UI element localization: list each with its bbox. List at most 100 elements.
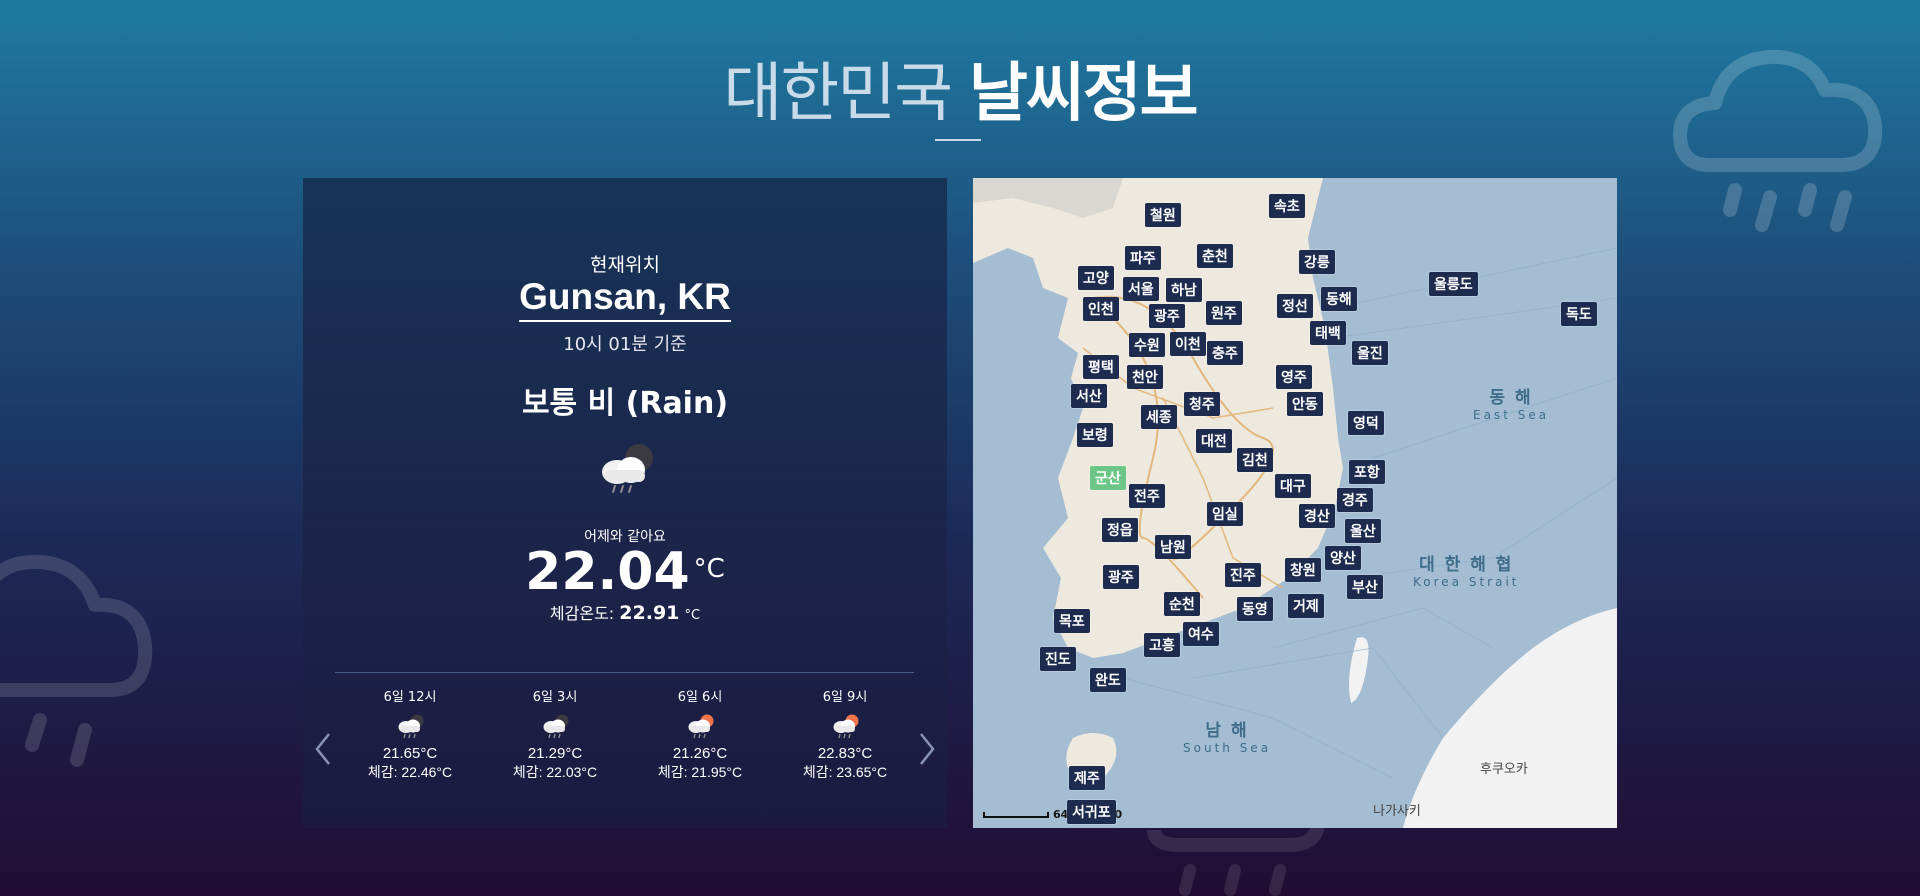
city-marker-yeosu[interactable]: 여수 [1183,622,1219,646]
city-marker-seosan[interactable]: 서산 [1071,384,1107,408]
city-marker-daegu[interactable]: 대구 [1275,474,1311,498]
forecast-feels: 체감: 23.65°C [802,764,888,780]
city-marker-dokdo[interactable]: 독도 [1561,302,1597,326]
city-marker-incheon[interactable]: 인천 [1083,297,1119,321]
forecast-feels: 체감: 22.03°C [512,764,598,780]
base-time: 10시 01분 기준 [563,334,687,355]
city-marker-namwon[interactable]: 남원 [1155,535,1191,559]
city-marker-sejong[interactable]: 세종 [1141,405,1177,429]
forecast-temp: 21.65°C [382,745,438,762]
city-marker-andong[interactable]: 안동 [1287,392,1323,416]
city-marker-ulleungdo[interactable]: 울릉도 [1429,272,1478,296]
city-marker-gimcheon[interactable]: 김천 [1237,448,1273,472]
compare-yesterday: 어제와 같아요 [584,529,666,545]
city-marker-dongyeong[interactable]: 동영 [1237,597,1273,621]
city-marker-yangsan[interactable]: 양산 [1325,546,1361,570]
rain-cloud-decoration-icon [1673,49,1883,232]
page-title: 대한민국 날씨정보 [0,62,1920,126]
city-marker-daejeon[interactable]: 대전 [1196,429,1232,453]
city-marker-sokcho[interactable]: 속초 [1269,194,1305,218]
page-title-light: 대한민국 [723,57,953,131]
chevron-right-icon[interactable] [911,726,941,772]
nagasaki-label: 나가사키 [1373,804,1421,819]
forecast-item: 6일 12시 21.65°C 체감: 22.46°C [350,686,470,782]
city-marker-yeongju[interactable]: 영주 [1276,365,1312,389]
korea-map[interactable]: 동 해 East Sea 대 한 해 협 Korea Strait 남 해 South… [973,178,1617,828]
feels-like-label: 체감온도: [549,604,615,623]
rain-cloud-decoration-icon [1147,823,1325,896]
feels-like-row: 체감온도: 22.91 °C [303,600,947,624]
rain-cloud-night-icon [398,714,424,739]
city-marker-gwangju[interactable]: 광주 [1103,565,1139,589]
rain-cloud-decoration-icon [0,554,153,767]
feels-like-value: 22.91 [619,602,680,624]
city-marker-cheongju[interactable]: 청주 [1184,392,1220,416]
forecast-item: 6일 9시 22.83°C 체감: 23.65°C [785,686,905,782]
forecast-temp: 21.26°C [672,745,728,762]
city-marker-jeongeup[interactable]: 정읍 [1102,518,1138,542]
forecast-feels: 체감: 21.95°C [657,764,743,780]
page-title-bold: 날씨정보 [969,57,1199,131]
east-sea-label: 동 해 East Sea [1473,388,1550,422]
city-marker-seoul[interactable]: 서울 [1123,277,1159,301]
city-marker-taebaek[interactable]: 태백 [1310,321,1346,345]
rain-cloud-night-icon [602,444,653,493]
city-marker-chuncheon[interactable]: 춘천 [1197,244,1233,268]
city-marker-suncheon[interactable]: 순천 [1164,592,1200,616]
city-marker-goyang[interactable]: 고양 [1078,266,1114,290]
forecast-item: 6일 6시 21.26°C 체감: 21.95°C [640,686,760,782]
korea-strait-label: 대 한 해 협 Korea Strait [1413,555,1520,589]
city-marker-gyeongsan[interactable]: 경산 [1299,504,1335,528]
city-marker-gwangju-gg[interactable]: 광주 [1149,304,1185,328]
city-marker-busan[interactable]: 부산 [1347,575,1383,599]
city-marker-pohang[interactable]: 포항 [1349,460,1385,484]
city-marker-pyeongtaek[interactable]: 평택 [1083,355,1119,379]
city-marker-jeju[interactable]: 제주 [1069,766,1105,790]
city-marker-hanam[interactable]: 하남 [1166,278,1202,302]
city-marker-paju[interactable]: 파주 [1125,246,1161,270]
divider [335,672,914,673]
chevron-left-icon[interactable] [309,726,339,772]
city-marker-wonju[interactable]: 원주 [1206,301,1242,325]
forecast-temp: 22.83°C [817,745,873,762]
city-marker-changwon[interactable]: 창원 [1285,558,1321,582]
city-marker-boryeong[interactable]: 보령 [1077,423,1113,447]
city-marker-imsil[interactable]: 임실 [1207,502,1243,526]
city-marker-yeongdeok[interactable]: 영덕 [1348,411,1384,435]
rain-cloud-sun-icon [688,714,714,739]
forecast-temp: 21.29°C [527,745,583,762]
city-marker-jinju[interactable]: 진주 [1225,563,1261,587]
city-marker-seogwipo[interactable]: 서귀포 [1067,800,1116,824]
city-marker-mokpo[interactable]: 목포 [1054,609,1090,633]
city-marker-uljin[interactable]: 울진 [1352,341,1388,365]
south-sea-label: 남 해 South Sea [1183,721,1272,755]
city-marker-chungju[interactable]: 충주 [1207,341,1243,365]
weather-condition: 보통 비 (Rain) [521,386,729,421]
temperature-unit: °C [693,554,725,584]
city-marker-jeonju[interactable]: 전주 [1129,484,1165,508]
city-marker-suwon[interactable]: 수원 [1129,333,1165,357]
current-weather-panel: 현재위치 Gunsan, KR 10시 01분 기준 보통 비 (Rain) 어… [303,178,947,828]
city-marker-goheung[interactable]: 고흥 [1144,633,1180,657]
city-marker-icheon[interactable]: 이천 [1170,332,1206,356]
city-marker-jeongseon[interactable]: 정선 [1277,294,1313,318]
city-marker-ulsan[interactable]: 울산 [1345,519,1381,543]
city-marker-wando[interactable]: 완도 [1090,668,1126,692]
city-marker-jindo[interactable]: 진도 [1040,647,1076,671]
location-caption: 현재위치 [590,254,660,276]
temperature-row: 22.04 °C [303,542,947,602]
feels-like-unit: °C [684,608,701,623]
current-temperature: 22.04 [525,542,690,602]
city-marker-donghae[interactable]: 동해 [1321,287,1357,311]
forecast-item: 6일 3시 21.29°C 체감: 22.03°C [495,686,615,782]
rain-cloud-night-icon [543,714,569,739]
city-marker-cheorwon[interactable]: 철원 [1145,203,1181,227]
city-marker-gyeongju[interactable]: 경주 [1337,488,1373,512]
city-marker-geoje[interactable]: 거제 [1288,594,1324,618]
city-name: Gunsan, KR [519,276,731,322]
city-marker-gangneung[interactable]: 강릉 [1299,250,1335,274]
city-marker-cheonan[interactable]: 천안 [1127,365,1163,389]
forecast-feels: 체감: 22.46°C [367,764,453,780]
city-marker-gunsan[interactable]: 군산 [1090,466,1126,490]
forecast-time: 6일 9시 [822,690,868,705]
